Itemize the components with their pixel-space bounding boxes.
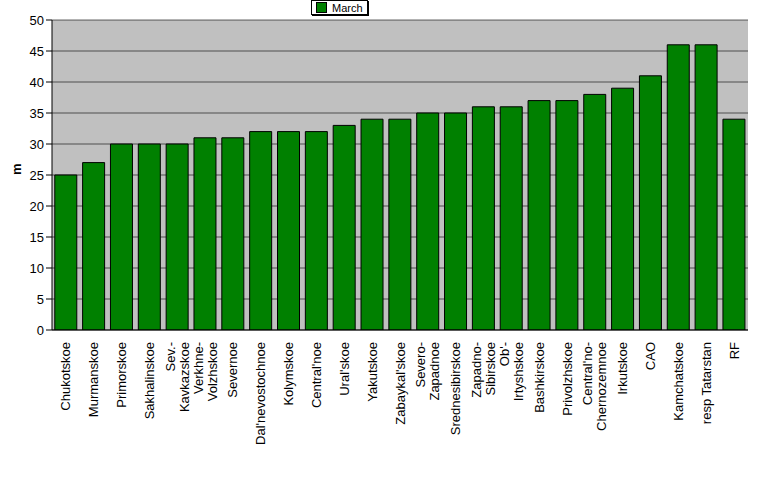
svg-text:Kamchatskoe: Kamchatskoe <box>671 342 686 421</box>
svg-text:50: 50 <box>30 13 44 28</box>
svg-text:Irkutskoe: Irkutskoe <box>615 342 630 395</box>
svg-text:Dal'nevostochnoe: Dal'nevostochnoe <box>253 342 268 445</box>
svg-text:Primorskoe: Primorskoe <box>114 342 129 408</box>
svg-text:RF: RF <box>727 342 742 359</box>
svg-text:20: 20 <box>30 199 44 214</box>
svg-text:15: 15 <box>30 230 44 245</box>
svg-text:40: 40 <box>30 75 44 90</box>
svg-text:0: 0 <box>37 323 44 338</box>
svg-text:Srednesibirskoe: Srednesibirskoe <box>448 342 463 435</box>
svg-text:25: 25 <box>30 168 44 183</box>
svg-text:Severo-Zapadnoe: Severo-Zapadnoe <box>413 342 442 401</box>
svg-text:Ob'-Irtyshskoe: Ob'-Irtyshskoe <box>497 342 526 401</box>
svg-text:Zabaykal'skoe: Zabaykal'skoe <box>393 342 408 425</box>
svg-text:Severnoe: Severnoe <box>225 342 240 398</box>
svg-text:Sev.-Kavkazskoe: Sev.-Kavkazskoe <box>163 342 192 412</box>
svg-text:Central'no-Chernozemnoe: Central'no-Chernozemnoe <box>580 342 609 431</box>
svg-text:Chukotskoe: Chukotskoe <box>58 342 73 411</box>
svg-text:10: 10 <box>30 261 44 276</box>
svg-text:m: m <box>9 163 24 175</box>
html-text:March: March <box>332 1 363 14</box>
svg-text:Murmanskoe: Murmanskoe <box>86 342 101 417</box>
svg-text:Kolymskoe: Kolymskoe <box>281 342 296 406</box>
svg-text:35: 35 <box>30 106 44 121</box>
svg-text:Yakutskoe: Yakutskoe <box>365 342 380 402</box>
svg-text:Bashkirskoe: Bashkirskoe <box>532 342 547 413</box>
svg-text:Central'noe: Central'noe <box>309 342 324 408</box>
svg-text:resp Tatarstan: resp Tatarstan <box>699 342 714 424</box>
svg-text:CAO: CAO <box>643 342 658 370</box>
svg-text:Ural'skoe: Ural'skoe <box>337 342 352 396</box>
svg-text:Verkhne-Volzhskoe: Verkhne-Volzhskoe <box>191 342 220 401</box>
svg-text:Zapadno-Sibirskoe: Zapadno-Sibirskoe <box>469 342 498 398</box>
svg-text:Privolzhskoe: Privolzhskoe <box>560 342 575 416</box>
svg-text:45: 45 <box>30 44 44 59</box>
svg-text:Sakhalinskoe: Sakhalinskoe <box>142 342 157 419</box>
svg-text:5: 5 <box>37 292 44 307</box>
svg-text:30: 30 <box>30 137 44 152</box>
